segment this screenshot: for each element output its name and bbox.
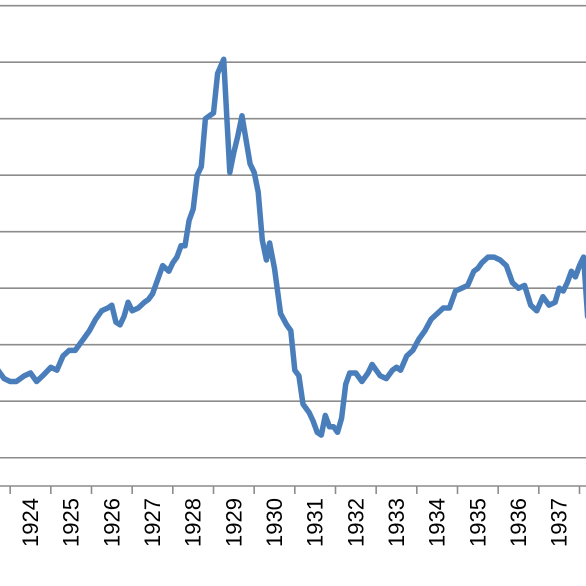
x-tick-label: 1929	[221, 498, 246, 547]
x-tick-label: 1927	[140, 498, 165, 547]
x-tick-label: 1925	[59, 498, 84, 547]
x-axis-ticks	[9, 486, 581, 494]
x-tick-label: 1935	[465, 498, 490, 547]
series-line	[0, 56, 586, 438]
x-tick-label: 1932	[343, 498, 368, 547]
gridlines	[0, 4, 586, 459]
x-tick-label: 1933	[384, 498, 409, 547]
x-tick-label: 1926	[99, 498, 124, 547]
x-tick-label: 1924	[18, 498, 43, 547]
x-tick-label: 1930	[262, 498, 287, 547]
x-tick-label: 1928	[181, 498, 206, 547]
x-tick-label: 1937	[547, 498, 572, 547]
x-tick-label: 1936	[506, 498, 531, 547]
x-axis-tick-labels: 1924 1925 1926 1927 1928 1929 1930 1931 1932 1933…	[18, 498, 572, 547]
x-tick-label: 1934	[425, 498, 450, 547]
x-tick-label: 1931	[303, 498, 328, 547]
